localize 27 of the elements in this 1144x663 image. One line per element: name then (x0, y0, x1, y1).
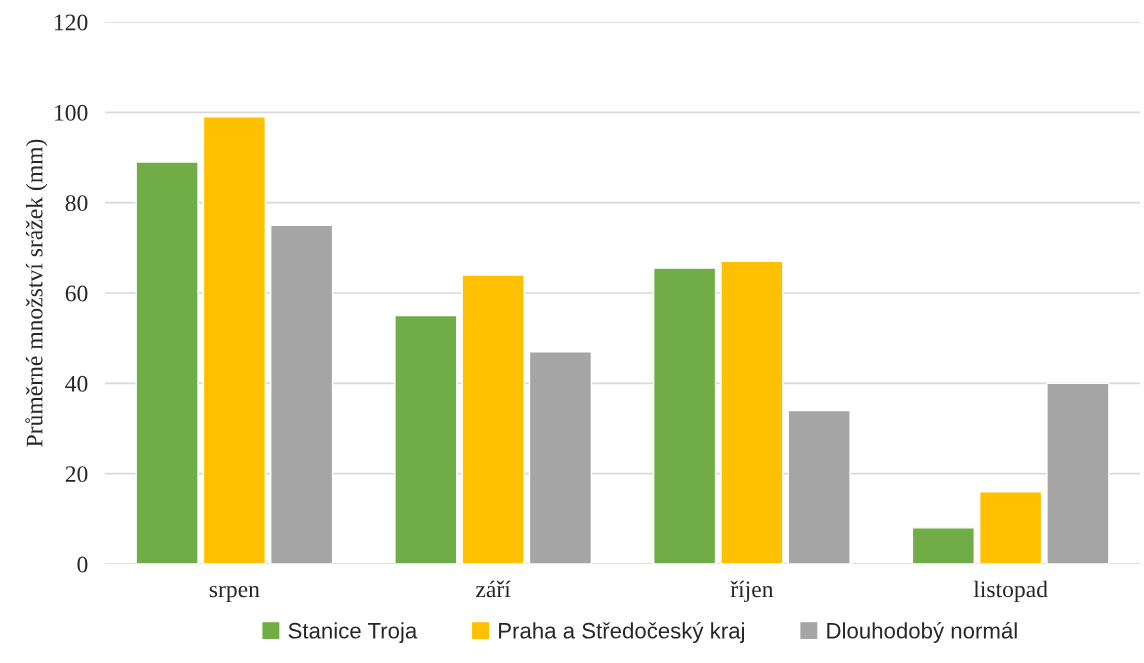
bar (978, 491, 1043, 564)
legend-label: Praha a Středočeský kraj (499, 622, 745, 643)
y-tick-label: 0 (77, 556, 88, 573)
bar (720, 260, 784, 564)
bar (787, 409, 851, 564)
bar (911, 527, 975, 564)
bar (394, 314, 458, 564)
bar (528, 351, 593, 564)
bar (270, 224, 334, 564)
y-tick-label: 80 (65, 195, 88, 212)
y-tick-label: 20 (65, 466, 88, 483)
bar (1046, 382, 1110, 564)
bar (652, 267, 717, 564)
x-tick-label: říjen (730, 580, 774, 603)
x-tick-label: září (476, 580, 511, 598)
y-tick-label: 100 (54, 104, 88, 121)
y-axis-title: Průměrné množství srážek (mm) (25, 139, 48, 447)
legend-label: Stanice Troja (288, 622, 418, 643)
legend-label: Dlouhodobý normál (827, 622, 1017, 643)
bar (461, 274, 525, 564)
x-tick-label: listopad (973, 580, 1048, 603)
y-tick-label: 120 (54, 14, 88, 31)
bar (202, 116, 267, 564)
y-tick-label: 60 (65, 285, 88, 302)
bar (135, 161, 199, 564)
y-tick-label: 40 (65, 375, 88, 392)
x-tick-label: srpen (209, 585, 260, 603)
